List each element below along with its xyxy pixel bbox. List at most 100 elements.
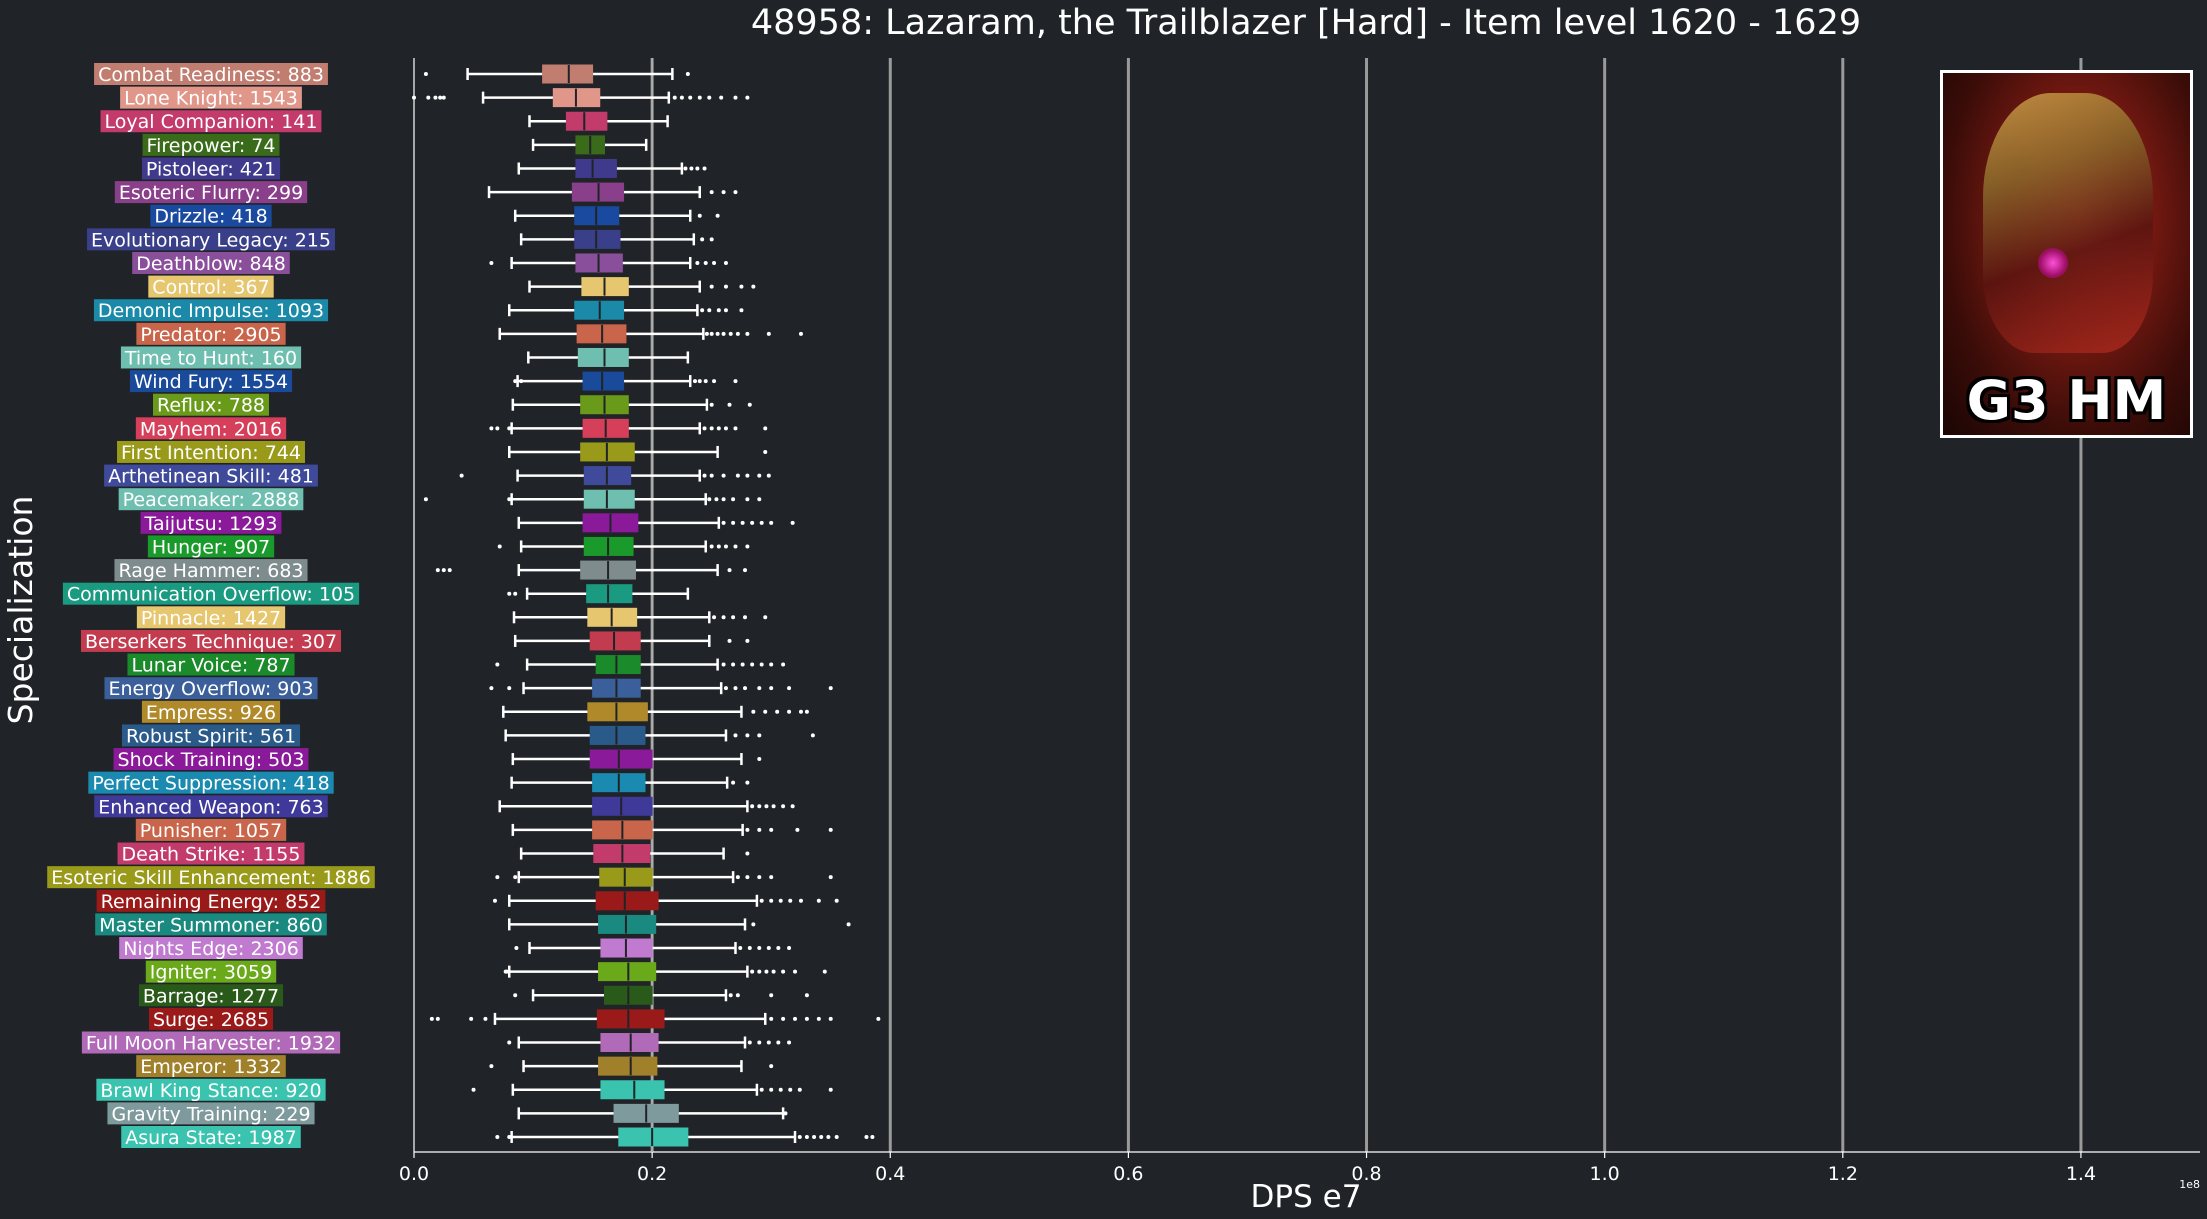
box-series — [507, 584, 690, 604]
category-label-text: Rage Hammer: 683 — [118, 560, 303, 582]
category-label: First Intention: 744 — [117, 440, 305, 464]
outlier-point — [721, 520, 726, 525]
outlier-point — [788, 898, 793, 903]
category-label: Evolutionary Legacy: 215 — [87, 228, 335, 251]
box-series — [531, 135, 648, 155]
category-label-bg — [121, 1126, 301, 1148]
category-label-bg — [132, 251, 290, 274]
outlier-point — [513, 875, 518, 880]
category-label-text: Pinnacle: 1427 — [141, 607, 281, 629]
iqr-box — [598, 914, 657, 934]
category-label: Lunar Voice: 787 — [127, 653, 295, 677]
box-series — [498, 796, 795, 816]
box-series — [511, 749, 762, 769]
category-label-bg — [135, 417, 287, 440]
outlier-point — [810, 733, 815, 738]
outlier-point — [719, 95, 724, 100]
outlier-point — [513, 379, 518, 384]
outlier-point — [723, 544, 728, 549]
category-label-text: Esoteric Flurry: 299 — [119, 182, 303, 204]
outlier-point — [757, 757, 762, 762]
outlier-point — [747, 946, 752, 951]
outlier-point — [495, 662, 500, 667]
box-series — [423, 64, 690, 84]
outlier-point — [757, 1040, 762, 1045]
outlier-point — [514, 946, 519, 951]
outlier-point — [723, 426, 728, 431]
category-label-bg — [104, 677, 318, 700]
outlier-point — [763, 615, 768, 620]
category-label-bg — [117, 842, 305, 865]
outlier-point — [735, 993, 740, 998]
outlier-point — [751, 284, 756, 289]
category-label: Reflux: 788 — [153, 393, 269, 417]
outlier-point — [828, 875, 833, 880]
iqr-box — [583, 489, 635, 509]
outlier-point — [797, 1135, 802, 1139]
outlier-point — [769, 1087, 774, 1092]
outlier-point — [716, 426, 721, 431]
outlier-point — [787, 709, 792, 714]
outlier-point — [507, 1040, 512, 1045]
outlier-point — [721, 497, 726, 502]
category-label-bg — [81, 1031, 341, 1054]
box-series — [528, 111, 669, 131]
outlier-point — [715, 331, 720, 336]
outlier-point — [870, 1135, 875, 1139]
outlier-point — [733, 733, 738, 738]
category-label-text: Reflux: 788 — [157, 395, 265, 417]
category-label-bg — [95, 913, 327, 936]
category-label-bg — [80, 629, 342, 652]
iqr-box — [598, 1056, 658, 1076]
box-series — [423, 489, 762, 509]
outlier-point — [728, 993, 733, 998]
category-label: Pinnacle: 1427 — [136, 606, 286, 629]
outlier-point — [781, 804, 786, 809]
outlier-point — [426, 95, 431, 100]
outlier-point — [709, 473, 714, 478]
outlier-point — [757, 497, 762, 502]
outlier-point — [757, 969, 762, 974]
box-series — [497, 536, 750, 556]
outlier-point — [828, 686, 833, 691]
box-series — [511, 395, 752, 415]
outlier-point — [731, 497, 736, 502]
iqr-box — [589, 631, 641, 651]
outlier-point — [757, 827, 762, 832]
outlier-point — [733, 544, 738, 549]
outlier-point — [513, 993, 518, 998]
category-label: Esoteric Flurry: 299 — [114, 181, 308, 204]
outlier-point — [683, 166, 688, 171]
category-label: Death Strike: 1155 — [117, 842, 305, 866]
outlier-point — [513, 591, 518, 596]
category-label: Demonic Impulse: 1093 — [93, 299, 329, 322]
box-series — [429, 1009, 881, 1029]
grid-layer — [650, 58, 2083, 1152]
outlier-point — [727, 402, 732, 407]
outlier-point — [709, 331, 714, 336]
outlier-point — [790, 520, 795, 525]
category-label-text: Enhanced Weapon: 763 — [98, 796, 323, 818]
outlier-point — [712, 260, 717, 265]
box-series — [471, 1080, 833, 1100]
outlier-point — [747, 402, 752, 407]
outlier-point — [828, 827, 833, 832]
iqr-box — [575, 158, 617, 178]
outlier-point — [769, 898, 774, 903]
outlier-point — [692, 379, 697, 384]
outlier-point — [828, 1087, 833, 1092]
iqr-box — [595, 891, 659, 911]
outlier-point — [804, 1016, 809, 1021]
category-label-text: Berserkers Technique: 307 — [85, 631, 337, 653]
box-series — [495, 867, 833, 887]
outlier-point — [828, 1016, 833, 1021]
outlier-point — [798, 898, 803, 903]
outlier-point — [778, 898, 783, 903]
outlier-point — [679, 95, 684, 100]
outlier-point — [763, 449, 768, 454]
outlier-point — [804, 993, 809, 998]
outlier-point — [745, 875, 750, 880]
outlier-point — [495, 426, 500, 431]
category-label: Robust Spirit: 561 — [121, 724, 301, 747]
category-label: Esoteric Skill Enhancement: 1886 — [47, 866, 375, 889]
